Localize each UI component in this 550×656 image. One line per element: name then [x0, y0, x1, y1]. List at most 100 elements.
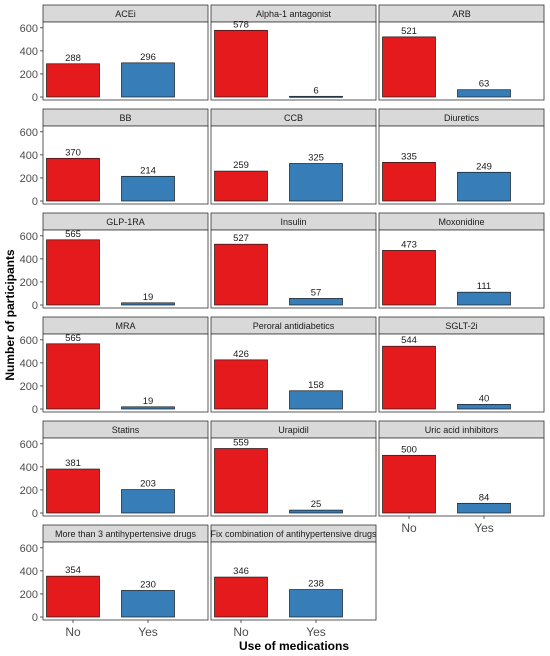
bar-no	[214, 448, 268, 514]
bar-no	[382, 454, 436, 514]
bar-no	[382, 250, 436, 306]
strip-title: ACEi	[115, 9, 136, 19]
facet-panel: More than 3 antihypertensive drugs 0 200 40…	[20, 524, 209, 639]
bar-no	[46, 157, 100, 202]
y-tick-label: 600	[20, 543, 38, 555]
x-axis-title: Use of medications	[239, 639, 349, 653]
bar-value-label: 381	[65, 458, 81, 469]
strip-title: Insulin	[280, 217, 306, 227]
y-tick-label: 400	[20, 462, 38, 474]
strip-title: Diuretics	[444, 113, 480, 123]
facet-panel: GLP-1RA 0 200 400 600 565 19	[20, 212, 209, 312]
bar-yes	[121, 62, 175, 98]
bar-value-label: 249	[476, 161, 492, 172]
bar-value-label: 84	[479, 492, 490, 503]
strip-title: SGLT-2i	[445, 321, 477, 331]
y-tick-label: 600	[20, 23, 38, 35]
bar-yes	[121, 175, 175, 202]
bar-value-label: 57	[311, 287, 322, 298]
facet-panel: SGLT-2i 544 40	[378, 316, 545, 413]
bar-no	[46, 343, 100, 410]
bar-value-label: 25	[311, 499, 322, 510]
strip-title: Urapidil	[278, 425, 309, 435]
bar-value-label: 259	[233, 160, 249, 171]
bar-value-label: 521	[401, 26, 417, 37]
bar-yes	[289, 298, 343, 306]
y-tick-label: 0	[32, 612, 38, 624]
x-tick-label: No	[65, 625, 81, 639]
bar-yes	[457, 502, 511, 514]
facet-panel: BB 0 200 400 600 370 214	[20, 108, 209, 208]
y-tick-label: 200	[20, 485, 38, 497]
y-tick-label: 600	[20, 231, 38, 243]
bar-value-label: 63	[479, 79, 490, 90]
bar-no	[46, 575, 100, 618]
bar-value-label: 158	[308, 380, 324, 391]
bar-value-label: 111	[477, 281, 491, 292]
y-tick-label: 200	[20, 589, 38, 601]
bar-no	[214, 170, 268, 202]
bar-yes	[289, 95, 343, 98]
y-tick-label: 400	[20, 254, 38, 266]
bar-no	[214, 29, 268, 98]
bar-value-label: 565	[65, 333, 81, 344]
y-tick-label: 400	[20, 150, 38, 162]
bar-value-label: 214	[140, 165, 156, 176]
facet-panel: ACEi 0 200 400 600 288 296	[20, 4, 209, 104]
facet-panel: Urapidil 559 25	[210, 420, 377, 517]
bar-yes	[457, 171, 511, 202]
facet-panel: Diuretics 335 249	[378, 108, 545, 205]
bar-no	[46, 63, 100, 98]
strip-title: Alpha-1 antagonist	[256, 9, 332, 19]
y-tick-label: 200	[20, 277, 38, 289]
y-tick-label: 0	[32, 196, 38, 208]
facet-panel: Insulin 527 57	[210, 212, 377, 309]
bar-value-label: 544	[401, 335, 417, 346]
bar-no	[214, 243, 268, 306]
bar-value-label: 559	[233, 438, 249, 449]
bar-yes	[289, 589, 343, 618]
facet-panel: ARB 521 63	[378, 4, 545, 101]
y-tick-label: 600	[20, 335, 38, 347]
bar-yes	[289, 390, 343, 410]
strip-title: Moxonidine	[438, 217, 484, 227]
bar-yes	[121, 406, 175, 410]
strip-title: Peroral antidiabetics	[253, 321, 335, 331]
bar-value-label: 578	[233, 19, 249, 30]
strip-title: Fix combination of antihypertensive drug…	[210, 529, 377, 539]
bar-yes	[457, 404, 511, 410]
y-tick-label: 0	[32, 404, 38, 416]
strip-title: More than 3 antihypertensive drugs	[55, 529, 197, 539]
bar-yes	[457, 89, 511, 98]
bar-value-label: 238	[308, 579, 324, 590]
bar-value-label: 473	[401, 239, 417, 250]
y-tick-label: 400	[20, 566, 38, 578]
x-tick-label: No	[233, 625, 249, 639]
bar-no	[214, 576, 268, 618]
strip-title: CCB	[284, 113, 303, 123]
bar-value-label: 40	[479, 393, 490, 404]
y-tick-label: 200	[20, 173, 38, 185]
strip-title: Statins	[112, 425, 140, 435]
strip-title: GLP-1RA	[106, 217, 145, 227]
y-tick-label: 0	[32, 92, 38, 104]
bar-value-label: 426	[233, 349, 249, 360]
bar-value-label: 296	[140, 52, 156, 63]
bar-yes	[289, 163, 343, 202]
y-tick-label: 200	[20, 69, 38, 81]
facet-panel: Peroral antidiabetics 426 158	[210, 316, 377, 413]
strip-title: Uric acid inhibitors	[425, 425, 499, 435]
facet-panel: MRA 0 200 400 600 565 19	[20, 316, 209, 416]
bar-value-label: 527	[233, 233, 249, 244]
strip-title: MRA	[116, 321, 136, 331]
facet-panel: Moxonidine 473 111	[378, 212, 545, 309]
bar-value-label: 288	[65, 53, 81, 64]
bar-no	[46, 239, 100, 306]
y-tick-label: 0	[32, 508, 38, 520]
bar-value-label: 203	[140, 479, 156, 490]
bar-value-label: 354	[65, 565, 81, 576]
y-tick-label: 600	[20, 127, 38, 139]
bar-yes	[121, 302, 175, 306]
facet-panel: Fix combination of antihypertensive drug…	[210, 524, 377, 639]
